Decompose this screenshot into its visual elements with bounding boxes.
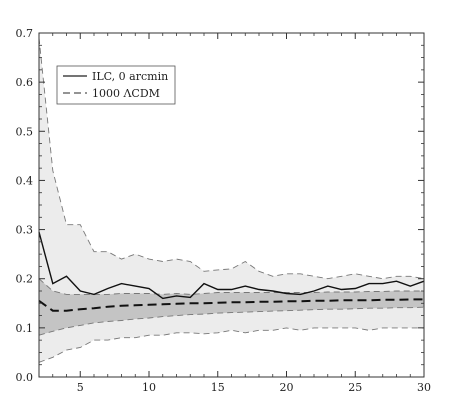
bands-layer [39, 37, 424, 363]
x-tick-label: 15 [211, 381, 225, 394]
y-tick-label: 0.7 [16, 27, 34, 40]
band-outer-upper-edge [38, 37, 425, 280]
series-line-1 [38, 298, 424, 312]
x-tick-label: 10 [142, 381, 156, 394]
x-tick-label: 5 [77, 381, 84, 394]
band-edges-layer [38, 37, 425, 363]
band-inner [39, 278, 424, 336]
y-tick-label: 0.6 [16, 76, 34, 89]
y-tick-label: 0.4 [16, 174, 34, 187]
band-inner-lower-edge [38, 306, 425, 336]
legend-box [56, 65, 176, 105]
x-tick-label: 30 [417, 381, 431, 394]
legend-label-ilc: ILC, 0 arcmin [92, 70, 168, 83]
ticks-layer: 5 10 15 20 25 30 0.0 0.1 0.2 0.3 0.4 0.5 0.6 0.7 [16, 27, 432, 394]
y-tick-label: 0.3 [16, 224, 34, 237]
y-tick-label: 0.0 [16, 371, 34, 384]
series-line-0 [38, 231, 425, 300]
y-tick-label: 0.2 [16, 273, 34, 286]
y-tick-label: 0.5 [16, 125, 34, 138]
y-tick-label: 0.1 [16, 322, 34, 335]
legend-label-lcdm: 1000 ΛCDM [92, 87, 160, 100]
band-outer [39, 37, 424, 363]
x-tick-label: 20 [280, 381, 294, 394]
legend: ILC, 0 arcmin 1000 ΛCDM [56, 65, 176, 105]
series-layer [38, 231, 425, 312]
x-tick-label: 25 [348, 381, 362, 394]
